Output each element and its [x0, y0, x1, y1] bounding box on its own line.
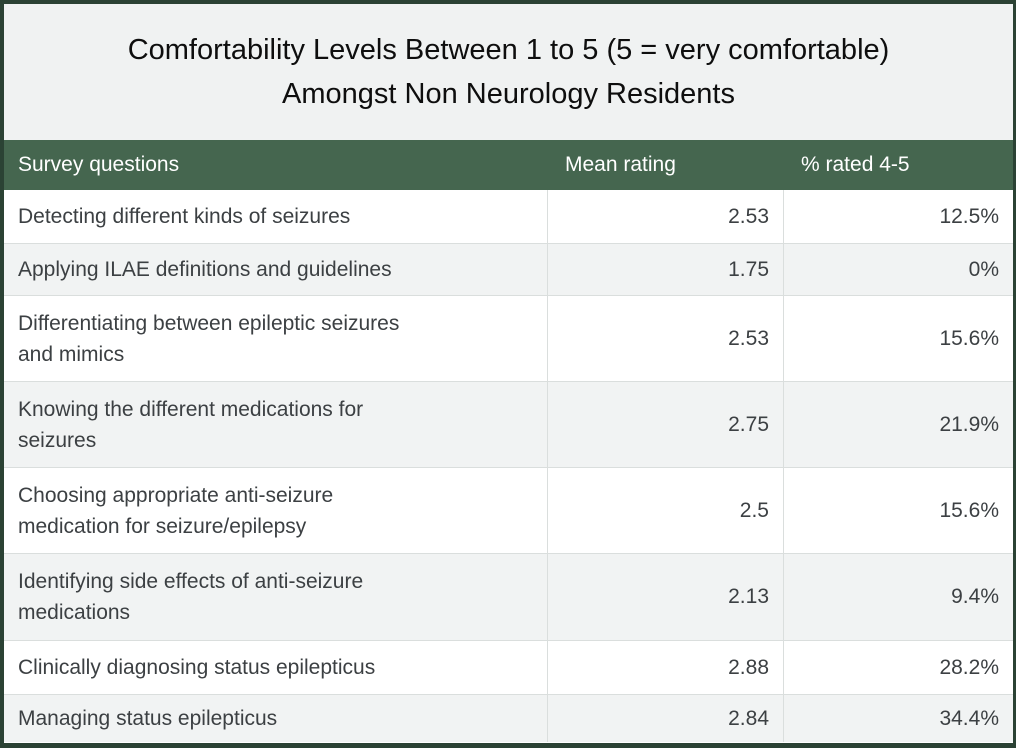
question-cell: Clinically diagnosing status epilepticus [18, 656, 376, 679]
mean-rating-cell: 2.53 [547, 190, 783, 243]
question-cell: Knowing the different medications for se… [18, 397, 364, 452]
column-header-mean-rating: Mean rating [565, 153, 676, 176]
table-row: Choosing appropriate anti-seizure medica… [4, 467, 1013, 553]
question-cell: Identifying side effects of anti-seizure… [18, 570, 364, 624]
mean-rating-cell: 2.53 [547, 296, 783, 381]
mean-rating-cell: 2.13 [547, 554, 783, 640]
column-header-survey-questions: Survey questions [18, 153, 180, 176]
pct-rated-cell: 0% [783, 244, 1013, 295]
pct-rated-cell: 9.4% [783, 554, 1013, 640]
table-row: Applying ILAE definitions and guidelines… [4, 243, 1013, 295]
pct-rated-cell: 21.9% [783, 382, 1013, 467]
pct-rated-cell: 28.2% [783, 641, 1013, 694]
question-cell: Managing status epilepticus [18, 707, 278, 730]
table-title: Comfortability Levels Between 1 to 5 (5 … [4, 4, 1013, 140]
question-cell: Applying ILAE definitions and guidelines [18, 258, 392, 281]
question-cell: Differentiating between epileptic seizur… [18, 311, 400, 366]
question-cell: Detecting different kinds of seizures [18, 205, 351, 228]
pct-rated-cell: 15.6% [783, 296, 1013, 381]
column-header-pct-rated: % rated 4-5 [801, 153, 910, 176]
question-cell: Choosing appropriate anti-seizure medica… [18, 483, 334, 538]
table-header-row: Survey questions Mean rating % rated 4-5 [4, 140, 1013, 190]
pct-rated-cell: 12.5% [783, 190, 1013, 243]
mean-rating-cell: 2.84 [547, 695, 783, 742]
table-row: Identifying side effects of anti-seizure… [4, 553, 1013, 640]
table-row: Differentiating between epileptic seizur… [4, 295, 1013, 381]
mean-rating-cell: 2.5 [547, 468, 783, 553]
table-row: Knowing the different medications for se… [4, 381, 1013, 467]
pct-rated-cell: 15.6% [783, 468, 1013, 553]
mean-rating-cell: 1.75 [547, 244, 783, 295]
table-row: Detecting different kinds of seizures 2.… [4, 190, 1013, 243]
table-row: Clinically diagnosing status epilepticus… [4, 640, 1013, 694]
mean-rating-cell: 2.75 [547, 382, 783, 467]
mean-rating-cell: 2.88 [547, 641, 783, 694]
table-row: Managing status epilepticus 2.84 34.4% [4, 694, 1013, 742]
pct-rated-cell: 34.4% [783, 695, 1013, 742]
